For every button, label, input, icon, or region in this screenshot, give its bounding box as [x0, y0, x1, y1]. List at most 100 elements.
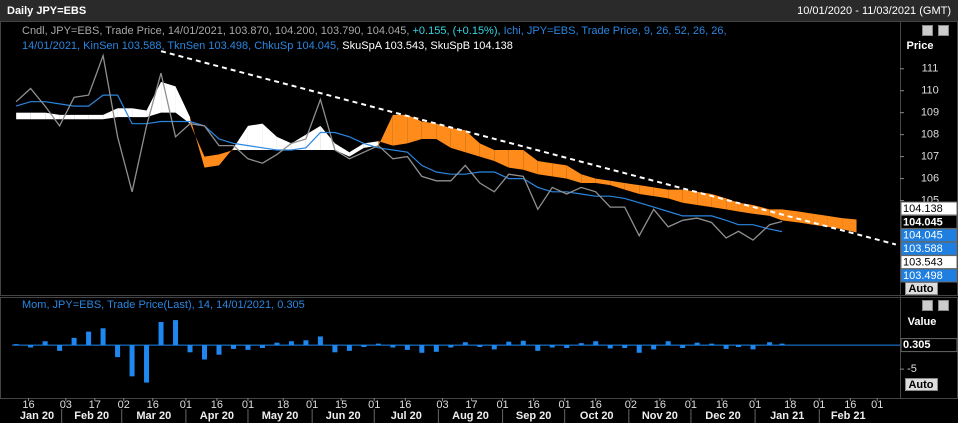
restore-button[interactable]: [922, 25, 933, 36]
mom-bar: [477, 345, 483, 348]
mom-bar: [346, 345, 352, 351]
cloud-segment: [552, 163, 567, 179]
cloud-segment: [682, 189, 698, 205]
x-tick-label: 01: [368, 399, 380, 411]
mom-bar: [506, 341, 512, 346]
x-tick-label: 01: [180, 399, 192, 411]
cloud-segment: [624, 182, 640, 194]
mom-bar: [100, 328, 106, 346]
cloud-segment: [610, 180, 625, 190]
month-label: May 20: [262, 410, 299, 422]
x-tick-label: 16: [527, 399, 539, 411]
month-label: Mar 20: [136, 410, 171, 422]
mom-bar: [288, 341, 294, 346]
mom-bar: [750, 345, 756, 350]
mom-bar: [202, 345, 208, 360]
mom-bar: [57, 345, 63, 351]
mom-bar: [491, 345, 497, 350]
month-label: Jan 21: [770, 410, 804, 422]
month-label: Jul 20: [391, 410, 422, 422]
x-tick-label: 15: [335, 399, 347, 411]
cloud-segment: [378, 114, 393, 146]
month-label: Oct 20: [580, 410, 614, 422]
price-line: [15, 53, 783, 241]
cloud-segment: [653, 187, 669, 199]
mom-bar: [115, 345, 121, 358]
kijun-line: [15, 94, 783, 233]
trend-line: [160, 50, 897, 246]
mom-bar: [622, 345, 628, 348]
cloud-segment: [407, 114, 422, 144]
cloud-segment: [827, 215, 843, 230]
price-tag-label: 103.543: [903, 257, 943, 269]
price-tag: [900, 268, 958, 283]
x-tick-label: 16: [590, 399, 602, 411]
mom-bar: [129, 345, 135, 377]
ichimoku-info: Ichi, JPY=EBS, Trade Price, 9, 26, 52, 2…: [504, 25, 727, 37]
close-button[interactable]: [938, 300, 949, 311]
mom-bar: [303, 340, 309, 346]
y-tick-label: 108: [921, 129, 939, 141]
x-tick-label: 17: [89, 399, 101, 411]
y-tick-label: 109: [921, 107, 939, 119]
mom-bar: [564, 345, 570, 348]
cloud-segment: [668, 189, 683, 203]
mom-bar: [709, 343, 715, 346]
axes: 105106107108109110111104.138104.045104.0…: [0, 63, 958, 423]
x-tick-label: 18: [277, 399, 289, 411]
price-tag-label: 104.045: [903, 230, 943, 242]
mom-bar: [230, 345, 236, 349]
cloud-segment: [465, 130, 480, 157]
ichimoku-values: 14/01/2021, KinSen 103.588, TknSen 103.4…: [22, 40, 339, 52]
auto-label[interactable]: Auto: [908, 379, 933, 391]
cloud-segment: [523, 150, 538, 175]
auto-button[interactable]: [905, 378, 938, 391]
month-label: Apr 20: [200, 410, 234, 422]
mom-bar: [274, 342, 280, 346]
cloud-segment: [132, 108, 147, 118]
cloud-segment: [204, 154, 219, 168]
y-axis-label: Price: [907, 40, 934, 52]
date-range: 10/01/2020 - 11/03/2021 (GMT): [797, 5, 951, 17]
close-button[interactable]: [938, 25, 949, 36]
y-tick-label: 110: [921, 85, 939, 97]
month-label: Feb 20: [74, 410, 109, 422]
mom-bar: [317, 336, 323, 346]
cloud-segment: [392, 114, 408, 146]
cloud-segment: [450, 128, 466, 153]
cloud-segment: [30, 112, 46, 120]
x-tick-label: 01: [306, 399, 318, 411]
price-tag-label: 104.045: [903, 216, 943, 228]
x-tick-label: 16: [147, 399, 159, 411]
cloud-segment: [16, 112, 31, 120]
auto-label[interactable]: Auto: [908, 283, 933, 295]
mom-bar: [607, 345, 613, 349]
price-tag-label: 104.138: [903, 203, 943, 215]
mom-bar: [13, 344, 19, 346]
mom-bar: [549, 345, 555, 348]
mom-bar: [723, 345, 729, 349]
x-tick-label: 01: [749, 399, 761, 411]
mom-bar: [375, 343, 381, 346]
x-tick-label: 01: [871, 399, 883, 411]
mom-bar: [404, 345, 410, 350]
cloud-segment: [88, 114, 104, 120]
mom-bar: [520, 340, 526, 346]
cloud-segment: [711, 193, 727, 210]
x-tick-label: 03: [60, 399, 72, 411]
mom-bar: [694, 342, 700, 346]
cloud-segment: [59, 114, 75, 120]
mom-bar: [779, 343, 785, 346]
price-tag-label: 103.498: [903, 270, 943, 282]
span-values: SkuSpA 103.543, SkuSpB 104.138: [342, 40, 513, 52]
mom-bar: [173, 320, 179, 346]
mom-bar: [216, 345, 222, 355]
cloud-segment: [508, 150, 524, 170]
restore-button[interactable]: [922, 300, 933, 311]
cloud-segment: [798, 211, 814, 225]
x-tick-label: 02: [625, 399, 637, 411]
mom-bar: [636, 345, 642, 353]
price-tag-label: 103.588: [903, 243, 943, 255]
cloud-segment: [436, 123, 451, 148]
